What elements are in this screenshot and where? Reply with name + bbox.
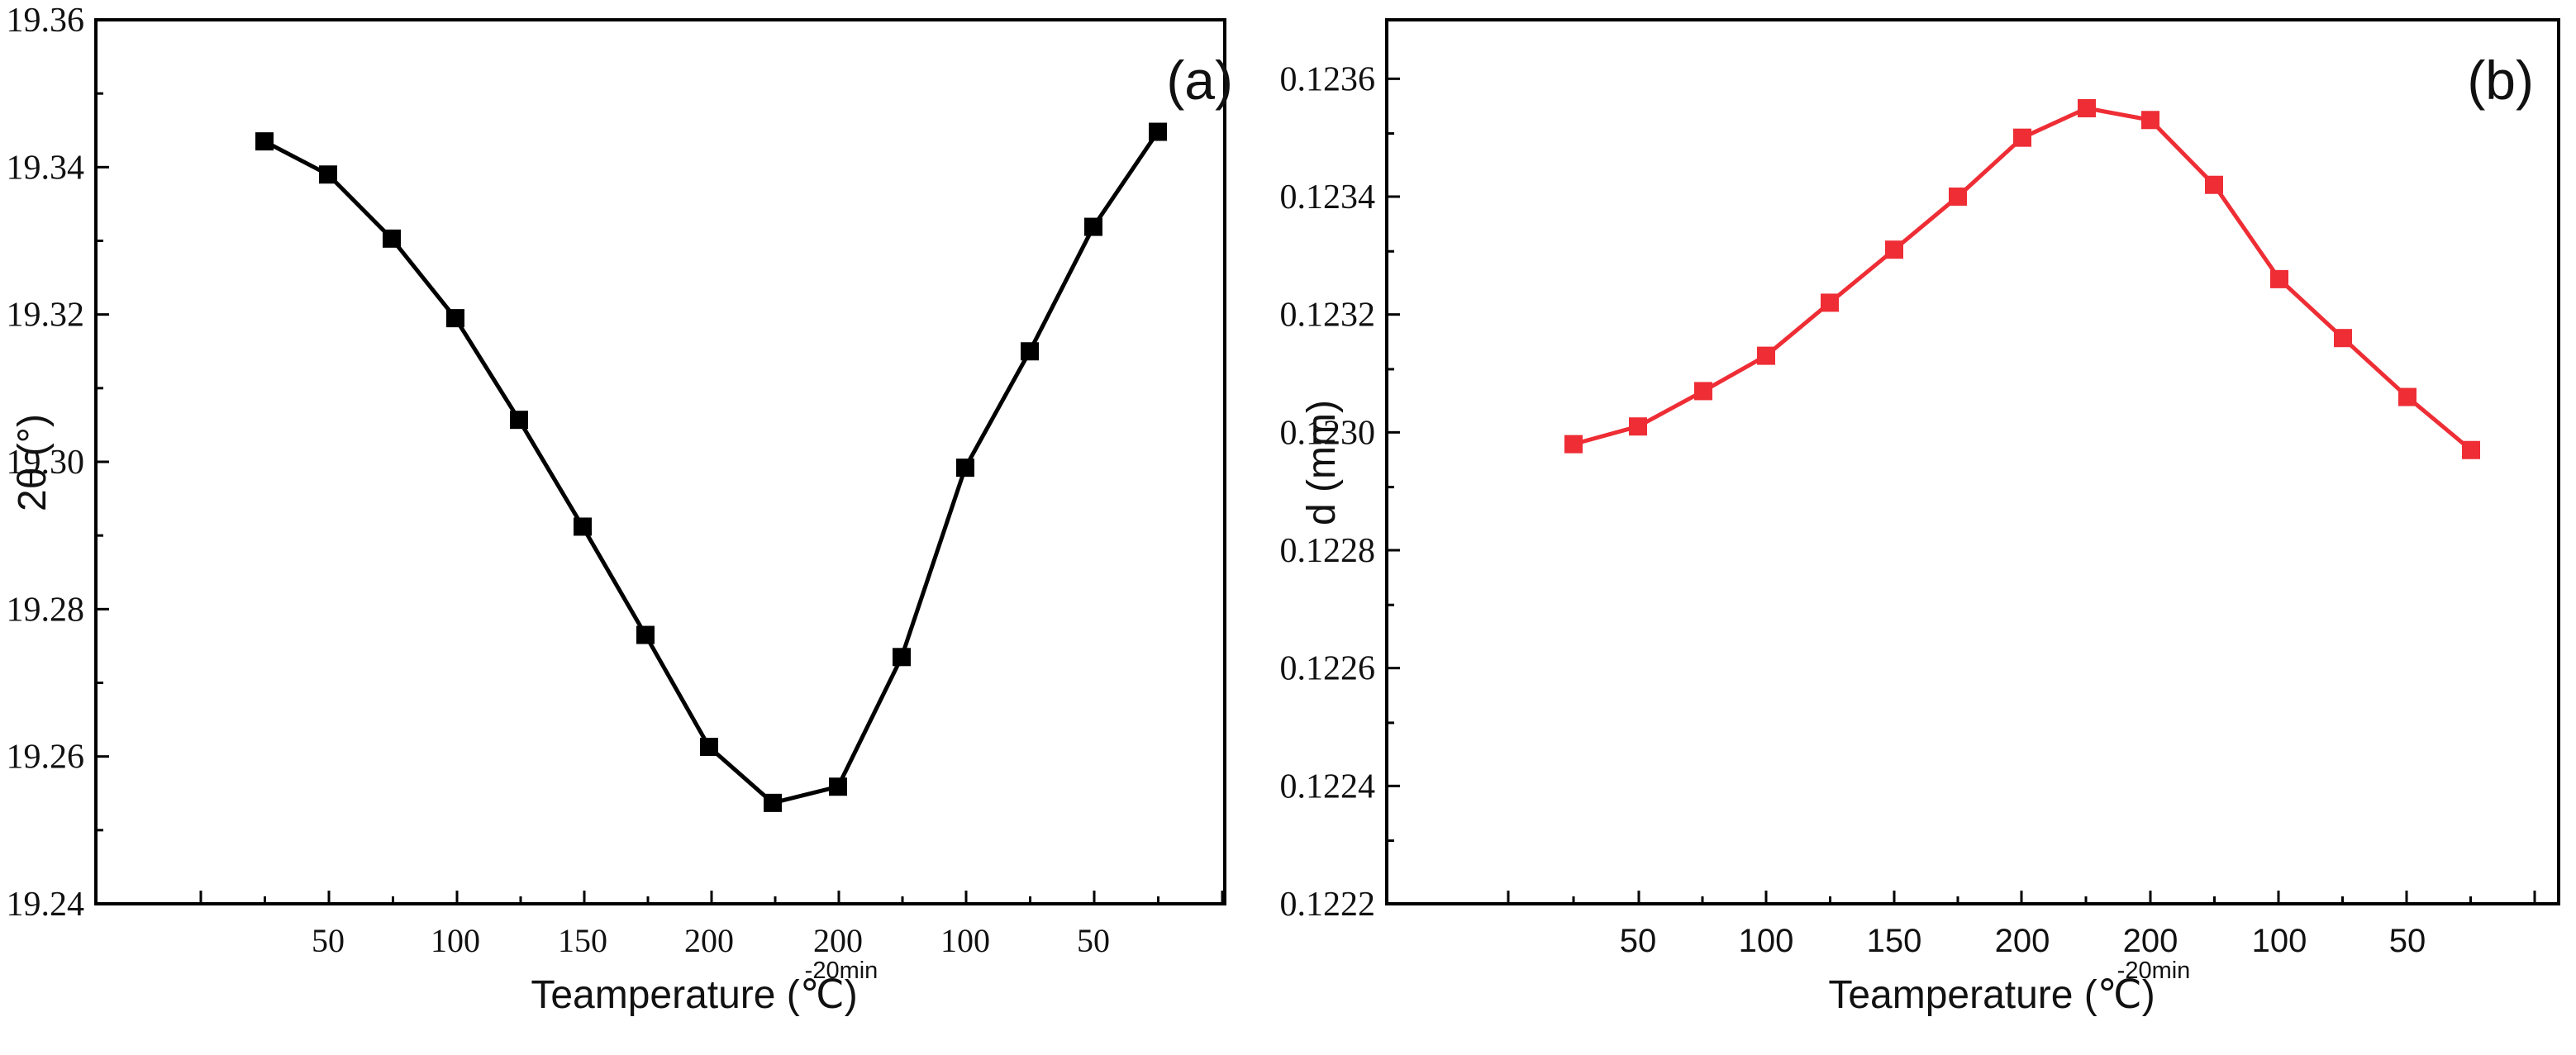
y-tick-label: 0.1234: [1280, 178, 1376, 216]
data-point: [2141, 111, 2159, 130]
x-tick-label: 200: [1995, 923, 2050, 959]
panel-label: (b): [2467, 50, 2534, 111]
data-point: [2013, 128, 2031, 147]
plot-frame: [1385, 18, 2560, 905]
data-point: [1149, 122, 1167, 141]
data-point: [383, 229, 401, 248]
x-tick-label: 100: [940, 922, 990, 959]
x-tick-label: 200: [813, 922, 863, 959]
y-tick-label: 0.1226: [1280, 650, 1376, 688]
data-point: [829, 777, 847, 796]
x-tick-label: 150: [558, 922, 607, 959]
y-axis-title: d (mm): [1300, 400, 1344, 525]
data-point: [636, 625, 655, 644]
y-tick-label: 0.1228: [1280, 532, 1376, 570]
y-tick-label: 0.1230: [1280, 414, 1376, 452]
data-point: [1629, 417, 1647, 436]
data-point: [956, 459, 974, 478]
data-point: [2398, 387, 2416, 406]
data-point: [574, 517, 592, 536]
data-point: [2270, 269, 2288, 288]
y-axis-title: 2θ (°): [11, 414, 55, 511]
y-tick-label: 19.26: [7, 739, 85, 777]
x-tick-label: 200: [684, 922, 734, 959]
chart-panel-b: 0.1222 0.1224 0.1226 0.1228 0.1230 0.1232 0.12…: [1280, 18, 2560, 1017]
x-tick-sublabel: -20min: [2117, 958, 2191, 984]
data-point: [1885, 240, 1903, 259]
data-point: [510, 411, 528, 430]
x-tick-label: 100: [431, 922, 480, 959]
x-tick-label: 150: [1867, 923, 1922, 959]
data-point: [1757, 346, 1775, 365]
data-point: [2334, 329, 2352, 348]
chart-panel-a: 19.24 19.26 19.28 19.30 19.32 19.34 19.36 50 100…: [7, 2, 1234, 1017]
data-point: [2462, 440, 2480, 459]
y-tick-label: 19.24: [7, 886, 85, 924]
x-tick-label: 50: [2389, 923, 2426, 959]
x-tick-label: 50: [1077, 922, 1110, 959]
data-point: [1021, 342, 1039, 361]
data-point: [764, 793, 782, 812]
y-tick-label: 0.1224: [1280, 767, 1376, 806]
y-tick-label: 0.1236: [1280, 60, 1376, 98]
panel-label: (a): [1166, 50, 1233, 111]
data-point: [255, 132, 274, 151]
data-point: [1084, 217, 1102, 236]
x-tick-label: 100: [1739, 923, 1794, 959]
x-tick-label: 50: [312, 922, 345, 959]
data-point: [1949, 188, 1967, 206]
y-tick-label: 19.28: [7, 591, 85, 629]
data-point: [1564, 435, 1583, 454]
x-axis-title: Teamperature (℃): [1828, 973, 2155, 1017]
x-axis-title: Teamperature (℃): [531, 973, 857, 1017]
y-tick-label: 19.36: [7, 2, 85, 40]
x-tick-label: 100: [2252, 923, 2307, 959]
data-point: [446, 309, 464, 328]
plot-frame: [94, 18, 1226, 905]
data-point: [893, 648, 911, 667]
data-point: [1821, 293, 1839, 312]
y-tick-label: 0.1232: [1280, 297, 1376, 335]
y-tick-label: 19.30: [7, 444, 85, 482]
y-tick-label: 19.32: [7, 297, 85, 335]
x-tick-sublabel: -20min: [805, 958, 879, 984]
data-point: [319, 165, 337, 184]
y-tick-label: 0.1222: [1280, 886, 1376, 924]
data-point: [2078, 99, 2096, 117]
x-tick-label: 50: [1620, 923, 1657, 959]
y-tick-label: 19.34: [7, 149, 85, 187]
x-tick-label: 200: [2123, 923, 2178, 959]
data-point: [700, 738, 718, 757]
data-point: [2205, 175, 2223, 194]
data-point: [1694, 382, 1712, 401]
